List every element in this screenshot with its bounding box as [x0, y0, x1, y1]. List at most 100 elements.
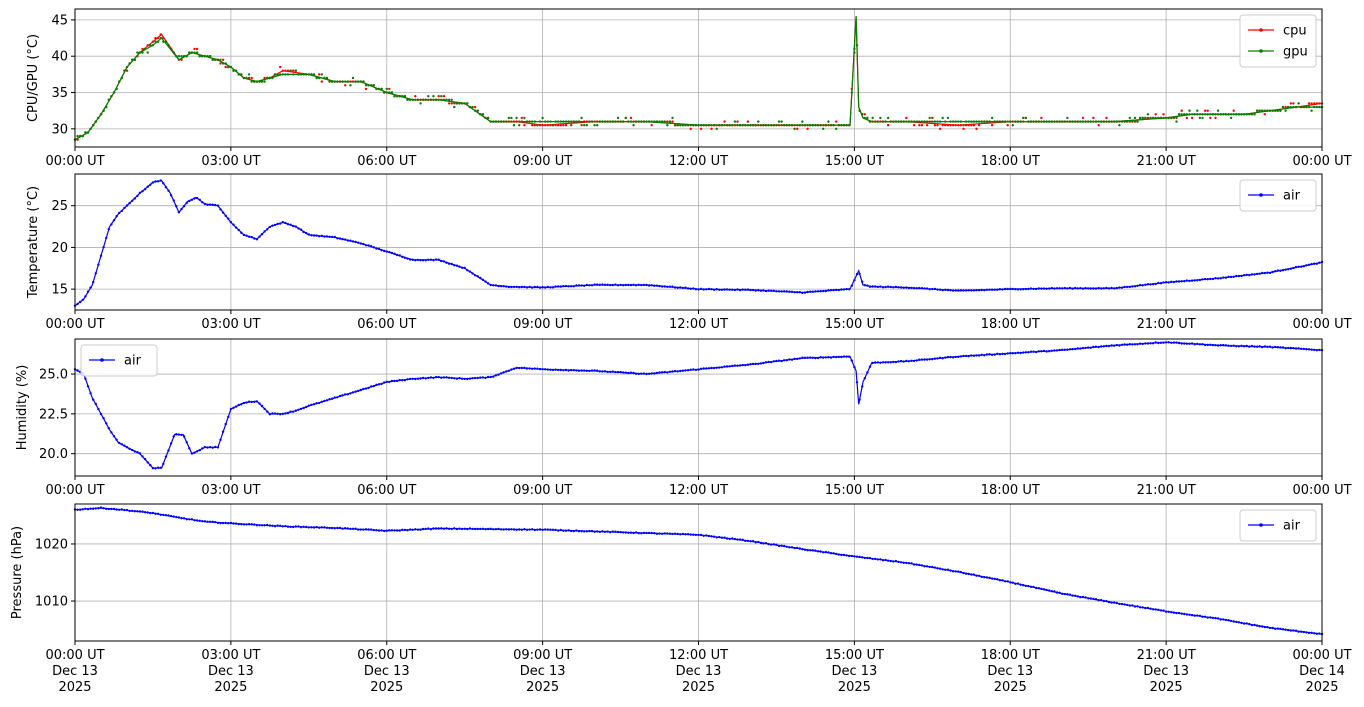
data-point — [476, 376, 479, 380]
data-point — [668, 370, 672, 373]
data-point — [1131, 604, 1134, 607]
data-point — [736, 124, 739, 127]
data-point — [819, 550, 822, 553]
data-point — [310, 403, 313, 406]
data-point — [533, 528, 536, 532]
data-point — [393, 529, 396, 532]
data-point — [364, 87, 368, 91]
data-point — [666, 120, 669, 123]
data-point — [195, 196, 199, 200]
data-point — [1097, 124, 1100, 127]
data-point — [159, 179, 162, 182]
data-point — [1061, 348, 1064, 351]
data-point — [1224, 344, 1228, 347]
data-point — [533, 120, 536, 123]
data-point — [344, 238, 347, 241]
data-point — [1074, 286, 1077, 290]
data-point — [99, 412, 103, 416]
data-point — [757, 120, 760, 123]
data-point — [897, 560, 900, 564]
data-point — [1094, 345, 1098, 348]
data-point — [260, 80, 264, 83]
data-point — [1193, 113, 1196, 116]
data-point — [312, 73, 316, 76]
data-point — [263, 230, 266, 233]
data-point — [588, 529, 591, 533]
data-point — [115, 508, 118, 511]
data-point — [266, 228, 269, 231]
data-point — [102, 507, 105, 510]
data-point — [118, 80, 121, 83]
x-tick-date-label: Dec 13 — [831, 664, 877, 679]
data-point — [143, 47, 147, 51]
data-point — [1146, 342, 1150, 345]
data-point — [232, 522, 235, 525]
data-point — [310, 526, 313, 529]
data-point — [1284, 105, 1287, 109]
data-point — [1050, 349, 1054, 352]
data-point — [697, 368, 700, 371]
data-point — [855, 272, 859, 276]
data-point — [289, 223, 292, 226]
data-point — [1255, 345, 1259, 348]
data-point — [1261, 625, 1264, 628]
data-point — [796, 124, 799, 127]
x-tick-label: 15:00 UT — [825, 317, 884, 332]
data-point — [333, 527, 336, 530]
data-point — [918, 358, 921, 361]
data-point — [115, 438, 118, 441]
data-point — [634, 120, 638, 123]
data-point — [445, 376, 448, 379]
data-point — [1053, 349, 1056, 352]
data-point — [590, 529, 594, 533]
data-point — [546, 124, 549, 127]
data-point — [1177, 113, 1181, 116]
data-point — [1022, 288, 1025, 291]
data-point — [403, 256, 407, 259]
data-point — [1079, 347, 1082, 350]
data-point — [1183, 280, 1186, 283]
data-point — [463, 102, 466, 105]
data-point — [245, 523, 248, 526]
data-point — [1318, 348, 1321, 352]
data-point — [414, 528, 417, 531]
data-point — [1263, 271, 1267, 275]
data-point — [1266, 271, 1269, 274]
data-point — [988, 353, 991, 356]
data-point — [1307, 105, 1311, 109]
data-point — [837, 288, 840, 292]
data-point — [762, 124, 765, 127]
data-point — [564, 124, 568, 127]
data-point — [118, 508, 121, 511]
data-point — [1281, 628, 1285, 631]
data-point — [447, 262, 451, 265]
data-point — [1024, 584, 1028, 588]
data-point — [468, 377, 472, 380]
data-point — [107, 507, 111, 511]
data-point — [676, 370, 679, 373]
data-point — [684, 533, 687, 536]
y-tick-label: 35 — [51, 86, 68, 101]
data-point — [977, 289, 981, 292]
data-point — [266, 410, 269, 413]
data-point — [1092, 345, 1095, 349]
data-point — [650, 120, 653, 123]
data-point — [164, 40, 168, 43]
data-point — [146, 461, 149, 464]
data-point — [1006, 120, 1009, 123]
data-point — [146, 511, 149, 514]
data-point — [193, 51, 196, 54]
data-point — [718, 366, 721, 369]
data-point — [214, 520, 217, 524]
x-tick-label: 00:00 UT — [45, 648, 104, 663]
data-point — [492, 284, 495, 287]
data-point — [1318, 632, 1321, 635]
data-point — [949, 289, 952, 292]
data-point — [214, 58, 217, 61]
data-point — [1287, 628, 1290, 632]
data-point — [809, 549, 812, 552]
data-point — [538, 528, 542, 531]
series-markers-air — [73, 179, 1324, 307]
y-tick-label: 20.0 — [39, 447, 68, 462]
data-point — [1250, 344, 1254, 348]
